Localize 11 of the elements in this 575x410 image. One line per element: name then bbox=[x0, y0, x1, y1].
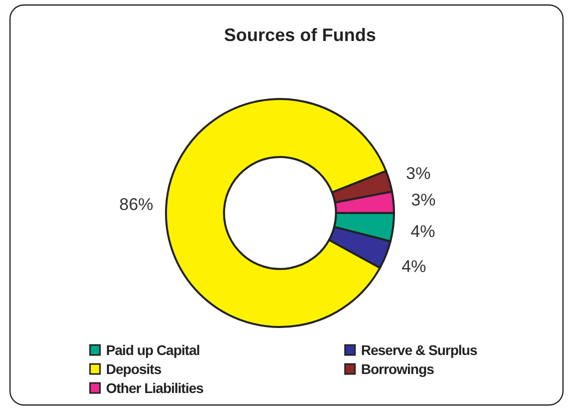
legend-label: Reserve & Surplus bbox=[361, 342, 478, 358]
legend-label: Paid up Capital bbox=[106, 342, 200, 358]
legend-label: Other Liabilities bbox=[106, 380, 204, 396]
data-label: 3% bbox=[411, 190, 436, 210]
data-label: 86% bbox=[119, 194, 154, 214]
legend-label: Deposits bbox=[106, 360, 162, 377]
data-label: 4% bbox=[410, 222, 436, 241]
chart-title: Sources of Funds bbox=[224, 25, 376, 45]
legend-label: Borrowings bbox=[361, 360, 434, 377]
data-label: 3% bbox=[406, 164, 431, 183]
data-label: 4% bbox=[402, 256, 426, 276]
